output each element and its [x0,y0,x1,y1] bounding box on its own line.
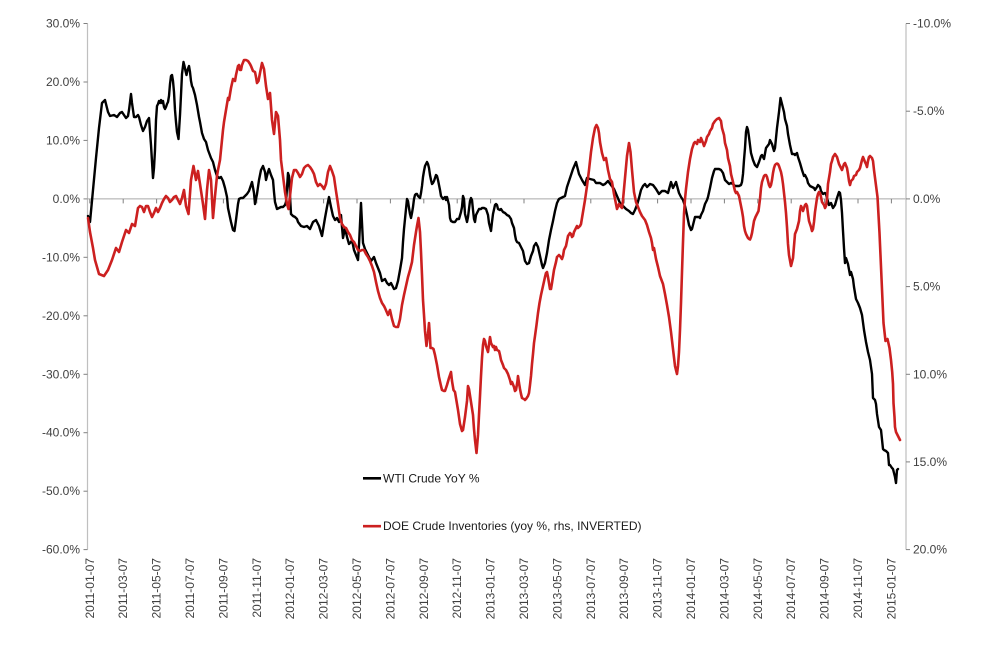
svg-text:15.0%: 15.0% [913,455,947,469]
svg-text:WTI Crude YoY %: WTI Crude YoY % [383,471,480,485]
svg-text:2011-07-07: 2011-07-07 [183,558,197,619]
svg-text:DOE Crude Inventories (yoy %,: DOE Crude Inventories (yoy %, rhs, INVER… [383,519,642,533]
svg-text:2011-01-07: 2011-01-07 [83,558,97,619]
svg-text:20.0%: 20.0% [913,543,947,557]
svg-text:2012-09-07: 2012-09-07 [417,558,431,620]
svg-text:2012-11-07: 2012-11-07 [450,558,464,619]
svg-text:0.0%: 0.0% [913,192,941,206]
svg-text:2013-09-07: 2013-09-07 [617,558,631,620]
svg-text:2014-03-07: 2014-03-07 [717,558,731,620]
svg-text:2011-11-07: 2011-11-07 [250,558,264,618]
svg-text:2011-09-07: 2011-09-07 [216,558,230,619]
svg-text:2015-01-07: 2015-01-07 [884,558,898,620]
svg-text:-20.0%: -20.0% [42,309,80,323]
svg-text:2014-11-07: 2014-11-07 [851,558,865,619]
svg-text:2012-03-07: 2012-03-07 [317,558,331,620]
svg-text:-40.0%: -40.0% [42,426,80,440]
svg-text:2012-05-07: 2012-05-07 [350,558,364,620]
svg-text:-10.0%: -10.0% [913,17,951,31]
svg-text:-10.0%: -10.0% [42,250,80,264]
svg-text:-50.0%: -50.0% [42,484,80,498]
svg-text:20.0%: 20.0% [46,75,80,89]
svg-text:2013-01-07: 2013-01-07 [484,558,498,620]
svg-text:2014-09-07: 2014-09-07 [818,558,832,620]
svg-text:-30.0%: -30.0% [42,367,80,381]
svg-text:2013-11-07: 2013-11-07 [651,558,665,619]
svg-text:5.0%: 5.0% [913,280,941,294]
svg-text:30.0%: 30.0% [46,17,80,31]
svg-text:10.0%: 10.0% [46,133,80,147]
svg-text:2011-05-07: 2011-05-07 [150,558,164,619]
svg-text:2014-05-07: 2014-05-07 [751,558,765,620]
svg-text:-60.0%: -60.0% [42,543,80,557]
svg-text:2014-01-07: 2014-01-07 [684,558,698,620]
svg-text:10.0%: 10.0% [913,367,947,381]
svg-text:2012-01-07: 2012-01-07 [283,558,297,620]
svg-text:0.0%: 0.0% [53,192,81,206]
svg-text:2014-07-07: 2014-07-07 [784,558,798,620]
svg-text:-5.0%: -5.0% [913,104,945,118]
svg-text:2013-05-07: 2013-05-07 [550,558,564,620]
svg-text:2012-07-07: 2012-07-07 [383,558,397,620]
svg-text:2013-07-07: 2013-07-07 [584,558,598,620]
svg-text:2013-03-07: 2013-03-07 [517,558,531,620]
svg-text:2011-03-07: 2011-03-07 [116,558,130,619]
